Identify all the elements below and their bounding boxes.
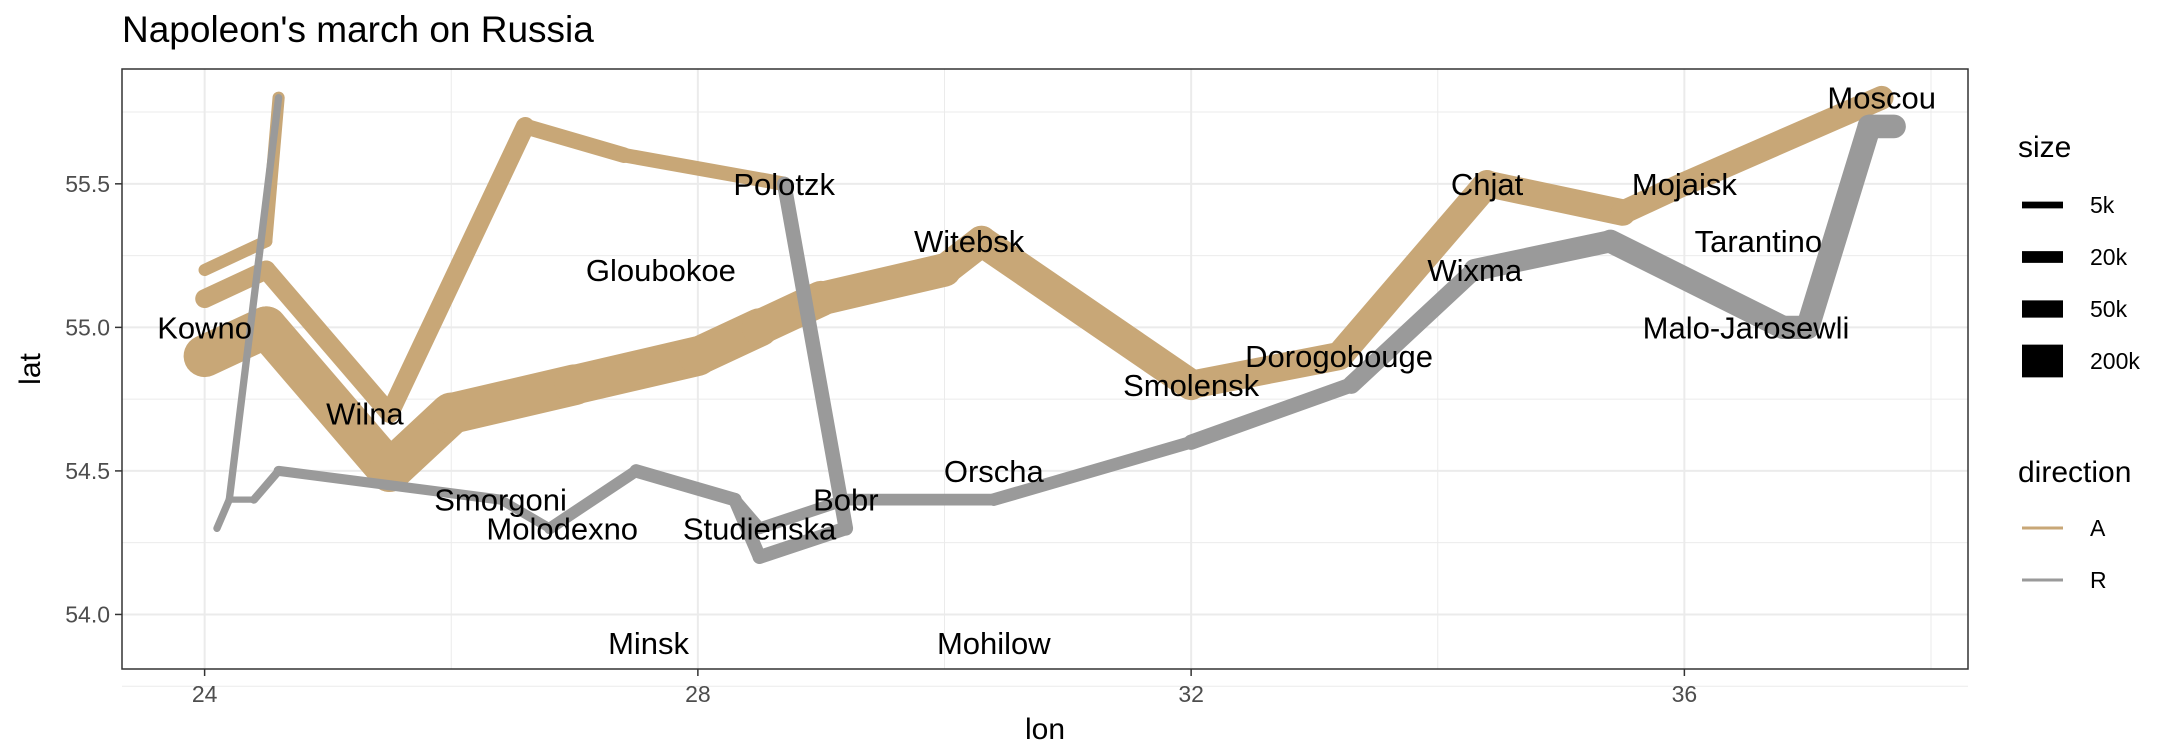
direction-legend: direction AR [2018,456,2131,593]
city-label: Orscha [944,454,1045,489]
y-axis-title: lat [14,352,47,384]
path-segment-R [225,94,283,504]
y-axis-ticks: 54.0 54.5 55.0 55.5 [65,171,122,627]
x-tick-label: 28 [685,681,711,707]
path-segment-R [213,495,233,532]
path-segment-R [728,492,767,564]
city-label: Chjat [1451,167,1524,202]
path-segment-R [776,176,854,536]
city-label: Minsk [608,626,689,661]
panel-background [122,69,1968,669]
path-segment-A [256,260,399,423]
path-segment-R [273,465,506,505]
city-label: Smorgoni [434,483,567,518]
path-segment-A [554,336,718,405]
path-segment-R [753,493,852,535]
size-legend-label: 20k [2090,244,2128,270]
city-label: Gloubokoe [586,253,736,288]
city-label: Wixma [1427,253,1522,288]
path-segment-A [198,235,273,277]
y-tick-label: 54.5 [65,458,110,484]
path-segment-A [1473,170,1636,226]
direction-legend-label: A [2090,515,2106,541]
path-segment-A [1177,342,1354,399]
size-legend-label: 50k [2090,296,2128,322]
path-segment-A [966,225,1207,401]
path-segment-R [1342,260,1484,394]
city-label: Molodexno [486,511,638,546]
x-axis-title: lon [1025,713,1065,746]
path-segment-A [517,118,632,163]
city-label: Polotzk [733,167,835,202]
x-tick-label: 24 [192,681,218,707]
path-segment-A [804,253,962,316]
size-legend: size 5k 20k 50k 200k [2018,131,2140,378]
city-label: Witebsk [914,224,1025,259]
path-segment-A [1672,85,1894,196]
city-label: Bobr [813,483,878,518]
grid [122,69,1968,687]
path-segment-R [629,464,742,507]
y-tick-label: 55.0 [65,314,110,340]
size-legend-label: 5k [2090,192,2115,218]
path-segment-A [616,147,792,192]
path-segment-A [245,306,411,492]
y-tick-label: 54.0 [65,601,110,627]
path-segment-A [380,117,535,423]
city-label: Smolensk [1123,368,1260,403]
path-segment-A [1325,169,1501,370]
city-label: Wilna [326,396,404,431]
path-segment-R [1463,230,1622,282]
path-segment-R [987,435,1198,506]
size-legend-title: size [2018,131,2071,164]
path-segment-R [495,494,555,534]
city-label: Dorogobouge [1245,339,1433,374]
city-label: Moscou [1827,81,1936,116]
x-tick-label: 36 [1672,681,1698,707]
march-paths [183,85,1906,564]
path-segment-R [249,466,283,504]
direction-legend-label: R [2090,567,2107,593]
city-label: Kowno [157,310,252,345]
city-label: Mojaisk [1632,167,1738,202]
path-segment-R [1598,229,1795,340]
path-segment-R [544,465,643,535]
x-axis-ticks: 24 28 32 36 [192,669,1697,707]
chart-title: Napoleon's march on Russia [122,9,594,50]
path-segment-R [752,521,853,564]
city-label: Mohilow [937,626,1051,661]
direction-legend-title: direction [2018,456,2131,489]
panel-border [121,68,1969,670]
city-label: Studienska [683,511,837,546]
path-segment-R [1795,114,1882,340]
path-segment-R [1183,377,1360,450]
x-tick-label: 32 [1178,681,1204,707]
size-legend-label: 200k [2090,348,2140,374]
city-label: Tarantino [1695,224,1823,259]
city-label: Malo-Jarosewli [1643,310,1850,345]
path-segment-A [430,364,595,434]
y-tick-label: 55.5 [65,171,110,197]
